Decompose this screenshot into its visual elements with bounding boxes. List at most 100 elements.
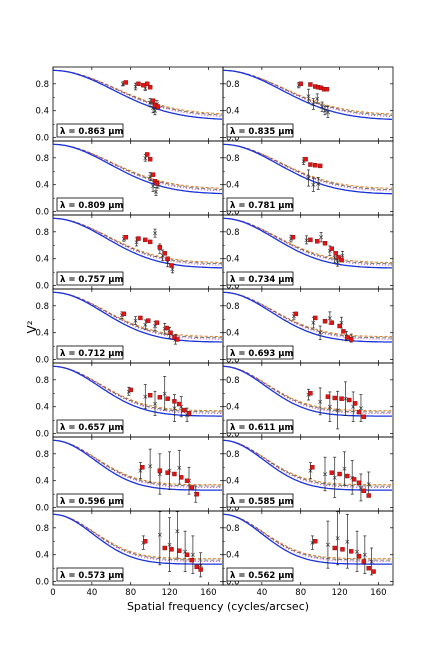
y-tick-label: 0.8: [35, 302, 49, 312]
data-point-red: [145, 318, 151, 323]
data-point-cross: ×: [366, 481, 372, 489]
data-point-cross: ×: [304, 236, 310, 244]
model-curve-dashed: [53, 144, 223, 190]
model-curve-orange: [53, 365, 222, 412]
data-point-red: [140, 465, 145, 470]
model-curve-dashed: [223, 144, 392, 190]
data-point-cross: ×: [354, 548, 360, 556]
data-point-red: [308, 237, 313, 243]
panel: ×××××0.00.40.8λ = 0.809 μm: [35, 140, 224, 218]
data-point-cross: ×: [153, 188, 159, 196]
y-tick-label-right: 0.8: [226, 154, 240, 164]
data-point-cross: ×: [358, 484, 364, 492]
data-point-red: [351, 477, 357, 482]
wavelength-label-box: [56, 271, 124, 286]
data-point-cross: ×: [332, 254, 338, 262]
data-point-cross: ×: [335, 407, 341, 415]
wavelength-label: λ = 0.835 μm: [230, 127, 294, 137]
model-curve-dashed: [53, 218, 223, 265]
x-tick-label: 0: [50, 588, 55, 598]
data-point-cross: ×: [137, 467, 143, 475]
y-tick-label-right: 0.4: [226, 329, 240, 339]
y-tick-label-right: 0.0: [226, 578, 240, 588]
model-curve-dashed: [223, 70, 393, 116]
wavelength-label: λ = 0.596 μm: [60, 497, 124, 507]
data-point-red: [194, 564, 199, 570]
panel: ×××××××0.00.40.8λ = 0.734 μm: [222, 214, 394, 292]
data-point-cross: ×: [358, 405, 364, 413]
data-point-red: [313, 163, 318, 168]
data-point-cross: ×: [310, 181, 316, 189]
wavelength-label-box: [226, 567, 294, 582]
data-point-red: [172, 399, 177, 404]
y-tick-label: 0.4: [35, 403, 49, 413]
data-point-cross: ×: [160, 252, 166, 260]
data-point-cross: ×: [350, 403, 356, 411]
data-point-cross: ×: [314, 95, 320, 103]
y-axis-label: V²: [25, 320, 39, 333]
wavelength-label-box: [226, 123, 294, 138]
y-tick-label: 0.8: [35, 154, 49, 164]
data-point-red: [325, 394, 331, 399]
data-point-cross: ×: [152, 230, 158, 238]
model-curve-orange: [223, 69, 393, 115]
model-curve-blue: [53, 143, 223, 195]
data-point-red: [310, 465, 315, 470]
panel: ×××××××0.00.40.8λ = 0.712 μm: [35, 288, 224, 366]
data-point-red: [332, 395, 337, 401]
data-point-red: [322, 319, 328, 324]
data-point-cross: ×: [309, 539, 315, 547]
data-point-red: [147, 239, 153, 245]
data-point-red: [290, 234, 296, 240]
data-point-red: [128, 387, 133, 393]
wavelength-label-box: [56, 345, 124, 360]
wavelength-label-box: [56, 567, 124, 582]
data-point-red: [345, 473, 350, 479]
panel-frame: [222, 510, 394, 586]
data-point-cross: ×: [344, 538, 350, 546]
y-tick-label: 0.0: [35, 504, 49, 514]
wavelength-label: λ = 0.573 μm: [60, 571, 124, 581]
data-point-red: [303, 156, 308, 162]
data-point-red: [345, 335, 350, 340]
data-point-cross: ×: [198, 561, 204, 569]
model-curve-blue: [223, 217, 392, 269]
data-point-red: [313, 315, 318, 321]
data-point-red: [141, 82, 146, 88]
data-point-red: [356, 553, 362, 559]
model-curve-dotted: [223, 69, 393, 118]
data-point-cross: ×: [182, 548, 188, 556]
data-point-red: [136, 81, 141, 87]
model-curve-blue: [53, 439, 222, 491]
model-curve-dashed: [53, 292, 222, 339]
data-point-red: [162, 251, 167, 256]
model-curve-dotted: [53, 513, 222, 562]
data-point-red: [324, 86, 330, 92]
wavelength-label: λ = 0.757 μm: [60, 275, 124, 285]
data-point-cross: ×: [133, 83, 139, 91]
data-point-red: [371, 569, 376, 574]
model-curve-dotted: [223, 439, 392, 488]
data-point-red: [121, 311, 127, 317]
model-curve-blue: [223, 291, 392, 343]
x-tick-label: 120: [161, 588, 177, 598]
data-point-cross: ×: [176, 464, 182, 472]
model-curve-blue: [53, 217, 222, 269]
model-curve-orange: [223, 439, 392, 486]
data-point-red: [172, 471, 177, 477]
data-point-red: [361, 488, 367, 494]
data-point-cross: ×: [335, 534, 341, 542]
wavelength-label: λ = 0.809 μm: [60, 201, 124, 211]
panel: ×××××××0.00.40.8λ = 0.863 μm: [35, 66, 224, 144]
data-point-cross: ×: [340, 252, 346, 260]
data-point-cross: ×: [142, 321, 148, 329]
data-point-red: [177, 548, 182, 553]
y-tick-label: 0.0: [35, 208, 49, 218]
data-point-cross: ×: [341, 465, 347, 473]
data-point-cross: ×: [152, 107, 158, 115]
data-point-red: [189, 485, 195, 490]
wavelength-label: λ = 0.693 μm: [230, 349, 294, 359]
y-tick-label: 0.4: [35, 255, 49, 265]
model-curve-dotted: [223, 143, 393, 192]
